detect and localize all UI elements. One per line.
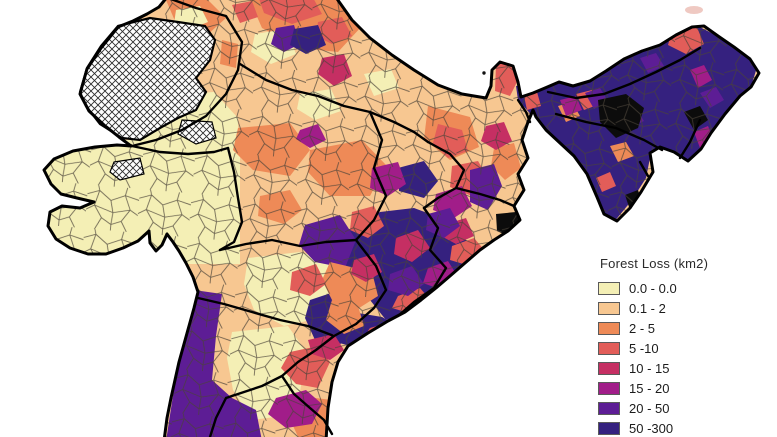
legend-item: 10 - 15 xyxy=(598,358,773,378)
legend-swatch xyxy=(598,321,620,335)
legend-item: 20 - 50 xyxy=(598,398,773,418)
legend-item: 5 -10 xyxy=(598,338,773,358)
legend-label: 20 - 50 xyxy=(629,400,670,416)
legend-item: 50 -300 xyxy=(598,418,773,437)
no-data-hatched-region xyxy=(78,16,217,181)
legend-rows: 0.0 - 0.0 0.1 - 2 2 - 5 5 -10 10 - 15 15 - 20… xyxy=(598,278,773,437)
legend-label: 10 - 15 xyxy=(629,360,670,376)
legend-item: 0.0 - 0.0 xyxy=(598,278,773,298)
legend-label: 50 -300 xyxy=(629,420,674,436)
legend-label: 15 - 20 xyxy=(629,380,670,396)
map-dot xyxy=(482,71,486,75)
map-artifact-smudge xyxy=(685,6,703,14)
legend-item: 15 - 20 xyxy=(598,378,773,398)
state-boundaries xyxy=(130,0,702,437)
legend-swatch xyxy=(598,281,620,295)
legend: Forest Loss (km2) 0.0 - 0.0 0.1 - 2 2 - 5 5… xyxy=(598,256,773,437)
legend-label: 0.1 - 2 xyxy=(629,300,666,316)
legend-swatch xyxy=(598,421,620,435)
india-outline xyxy=(42,0,761,437)
legend-swatch xyxy=(598,341,620,355)
legend-swatch xyxy=(598,381,620,395)
legend-swatch xyxy=(598,361,620,375)
legend-swatch xyxy=(598,401,620,415)
legend-item: 0.1 - 2 xyxy=(598,298,773,318)
legend-item: 2 - 5 xyxy=(598,318,773,338)
legend-title: Forest Loss (km2) xyxy=(600,256,709,271)
legend-swatch xyxy=(598,301,620,315)
legend-label: 5 -10 xyxy=(629,340,659,356)
legend-label: 0.0 - 0.0 xyxy=(629,280,677,296)
legend-label: 2 - 5 xyxy=(629,320,656,336)
